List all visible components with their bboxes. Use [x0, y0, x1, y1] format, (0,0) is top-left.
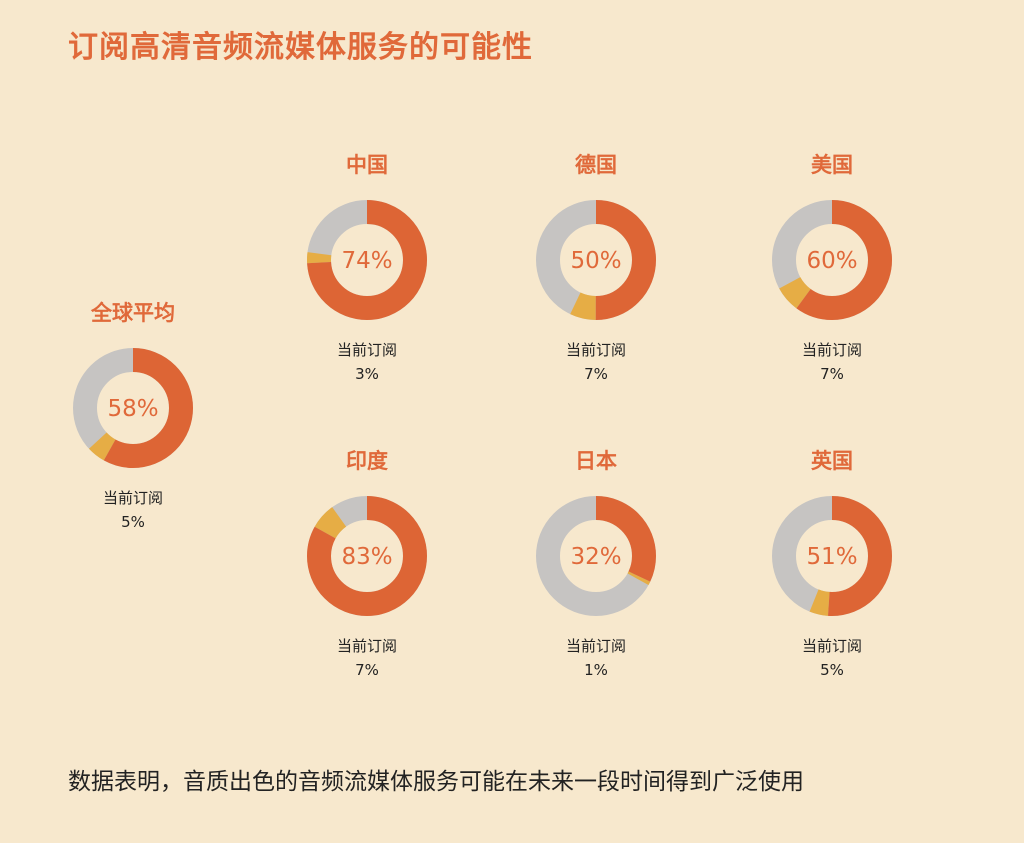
- likelihood-value-label: 51%: [806, 544, 857, 570]
- current-subscription-label: 当前订阅: [336, 341, 397, 359]
- current-subscription-label: 当前订阅: [565, 637, 626, 655]
- current-subscription-value: 7%: [820, 365, 844, 383]
- donut-germany: 德国 50% 当前订阅 7%: [506, 150, 686, 386]
- likelihood-segment: [536, 496, 656, 616]
- donut-india: 印度 83% 当前订阅 7%: [277, 446, 457, 682]
- likelihood-value-label: 50%: [570, 248, 621, 274]
- likelihood-segment: [73, 348, 193, 468]
- current-subscription-value: 5%: [820, 661, 844, 679]
- donut-chart: 32%: [536, 496, 656, 616]
- donut-japan: 日本 32% 当前订阅 1%: [506, 446, 686, 682]
- current-subscription-value: 3%: [355, 365, 379, 383]
- likelihood-segment: [772, 200, 892, 320]
- donut-label: 德国: [575, 153, 617, 177]
- donut-global: 全球平均 58% 当前订阅 5%: [43, 298, 223, 534]
- donut-label: 全球平均: [91, 301, 175, 325]
- donut-chart: 51%: [772, 496, 892, 616]
- donut-label: 英国: [811, 449, 853, 473]
- current-subscription-value: 5%: [121, 513, 145, 531]
- likelihood-segment: [772, 496, 892, 616]
- donut-label: 日本: [575, 449, 617, 473]
- current-subscription-label: 当前订阅: [565, 341, 626, 359]
- likelihood-value-label: 83%: [341, 544, 392, 570]
- current-subscription-label: 当前订阅: [801, 341, 862, 359]
- current-subscription-label: 当前订阅: [336, 637, 397, 655]
- donut-label: 中国: [346, 153, 388, 177]
- chart-title: 订阅高清音频流媒体服务的可能性: [68, 30, 533, 65]
- donut-chart: 58%: [73, 348, 193, 468]
- current-subscription-value: 7%: [584, 365, 608, 383]
- likelihood-value-label: 74%: [341, 248, 392, 274]
- current-subscription-value: 7%: [355, 661, 379, 679]
- current-subscription-value: 1%: [584, 661, 608, 679]
- current-subscription-label: 当前订阅: [801, 637, 862, 655]
- donut-chart: 74%: [307, 200, 427, 320]
- donut-uk: 英国 51% 当前订阅 5%: [742, 446, 922, 682]
- likelihood-value-label: 58%: [107, 396, 158, 422]
- donut-usa: 美国 60% 当前订阅 7%: [742, 150, 922, 386]
- likelihood-segment: [307, 200, 427, 320]
- footer-note: 数据表明，音质出色的音频流媒体服务可能在未来一段时间得到广泛使用: [68, 769, 804, 795]
- likelihood-value-label: 32%: [570, 544, 621, 570]
- likelihood-segment: [536, 200, 656, 320]
- likelihood-value-label: 60%: [806, 248, 857, 274]
- current-subscription-label: 当前订阅: [102, 489, 163, 507]
- donut-chart: 83%: [307, 496, 427, 616]
- donut-label: 印度: [346, 449, 388, 473]
- current-subscription-segment: [307, 200, 427, 320]
- donut-chart: 50%: [536, 200, 656, 320]
- donut-label: 美国: [811, 153, 853, 177]
- donut-chart: 60%: [772, 200, 892, 320]
- donut-china: 中国 74% 当前订阅 3%: [277, 150, 457, 386]
- likelihood-segment: [307, 496, 427, 616]
